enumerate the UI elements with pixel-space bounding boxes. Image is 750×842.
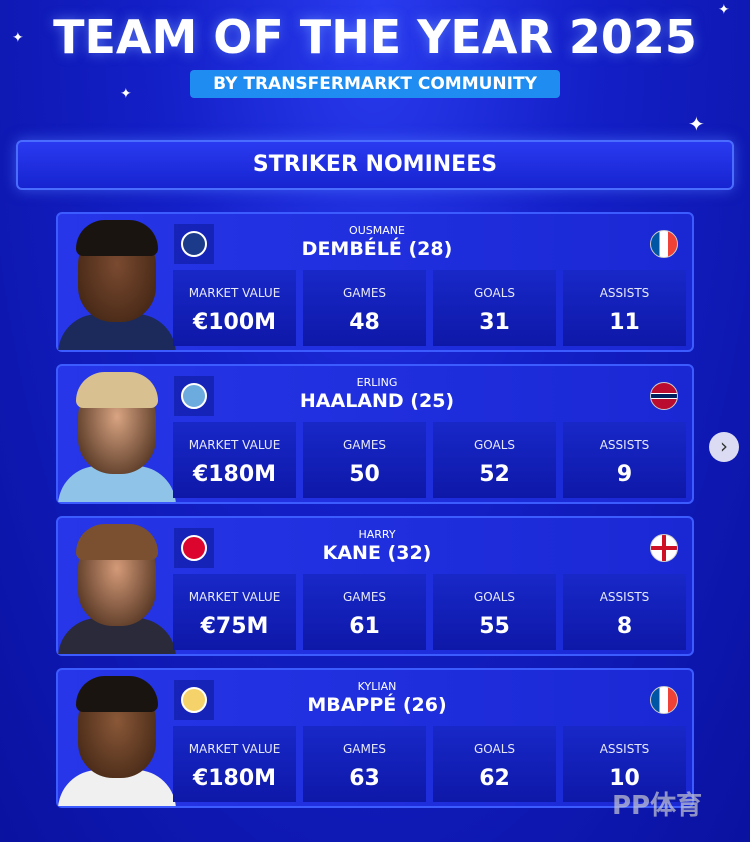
stat-value: €100M [192,310,277,335]
stat-label: GAMES [342,286,387,300]
stat-label: MARKET VALUE [188,590,281,604]
stat-label: MARKET VALUE [188,438,281,452]
player-last-name: KANE (32) [322,542,432,564]
stat-label: GOALS [473,438,516,452]
stat-label: ASSISTS [599,438,650,452]
psg-crest [174,224,214,264]
player-last-name: DEMBÉLÉ (28) [301,238,453,260]
stat-value: 8 [616,614,633,639]
stat-box: GOALS 52 [433,422,556,498]
stat-box: ASSISTS 8 [563,574,686,650]
sparkle-icon: ✦ [12,30,24,46]
section-title: STRIKER NOMINEES [16,140,734,190]
watermark: PP体育 [612,791,703,821]
stat-label: ASSISTS [599,590,650,604]
stat-value: 52 [479,462,510,487]
stat-value: 48 [349,310,380,335]
flag-england-icon [650,534,678,562]
stat-value: €180M [192,766,277,791]
stat-label: GOALS [473,590,516,604]
stat-value: 63 [349,766,380,791]
player-last-name: HAALAND (25) [299,390,455,412]
player-card: ERLING HAALAND (25) MARKET VALUE €180M G… [56,364,694,504]
stat-box: GOALS 31 [433,270,556,346]
sparkle-icon: ✦ [120,86,132,102]
stat-box: GAMES 63 [303,726,426,802]
player-card: OUSMANE DEMBÉLÉ (28) MARKET VALUE €100M … [56,212,694,352]
stat-value: 61 [349,614,380,639]
stat-box: GAMES 61 [303,574,426,650]
stat-box: GAMES 48 [303,270,426,346]
sparkle-icon: ✦ [688,112,705,136]
sparkle-icon: ✦ [718,2,730,18]
chevron-right-icon: › [720,434,728,458]
stat-box: GOALS 55 [433,574,556,650]
real-madrid-crest [174,680,214,720]
stat-box: GAMES 50 [303,422,426,498]
player-photo [58,518,176,654]
stat-label: ASSISTS [599,286,650,300]
stat-box: ASSISTS 10 [563,726,686,802]
stat-label: MARKET VALUE [188,742,281,756]
subtitle-badge: BY TRANSFERMARKT COMMUNITY [190,70,560,98]
flag-france-icon [650,686,678,714]
stat-box: ASSISTS 9 [563,422,686,498]
stat-value: 31 [479,310,510,335]
stat-value: 11 [609,310,640,335]
player-first-name: OUSMANE [349,224,405,237]
stat-box: ASSISTS 11 [563,270,686,346]
bayern-crest [174,528,214,568]
player-card: HARRY KANE (32) MARKET VALUE €75M GAMES … [56,516,694,656]
stat-label: ASSISTS [599,742,650,756]
player-photo [58,214,176,350]
player-first-name: ERLING [356,376,398,389]
stat-value: 62 [479,766,510,791]
stat-label: GOALS [473,742,516,756]
stat-box: GOALS 62 [433,726,556,802]
stat-value: 9 [616,462,633,487]
flag-norway-icon [650,382,678,410]
player-last-name: MBAPPÉ (26) [307,694,447,716]
flag-france-icon [650,230,678,258]
stat-label: GAMES [342,438,387,452]
player-card: KYLIAN MBAPPÉ (26) MARKET VALUE €180M GA… [56,668,694,808]
page-title: TEAM OF THE YEAR 2025 [53,10,697,64]
stat-box: MARKET VALUE €100M [173,270,296,346]
stat-value: €180M [192,462,277,487]
stat-label: GAMES [342,742,387,756]
player-first-name: HARRY [358,528,396,541]
stat-box: MARKET VALUE €180M [173,726,296,802]
stat-label: MARKET VALUE [188,286,281,300]
stat-label: GOALS [473,286,516,300]
player-photo [58,670,176,806]
stat-value: €75M [200,614,269,639]
stat-box: MARKET VALUE €180M [173,422,296,498]
stat-value: 10 [609,766,640,791]
player-first-name: KYLIAN [357,680,397,693]
stat-box: MARKET VALUE €75M [173,574,296,650]
player-photo [58,366,176,502]
stat-value: 55 [479,614,510,639]
stat-value: 50 [349,462,380,487]
man-city-crest [174,376,214,416]
stat-label: GAMES [342,590,387,604]
next-slide-button[interactable]: › [709,432,739,462]
